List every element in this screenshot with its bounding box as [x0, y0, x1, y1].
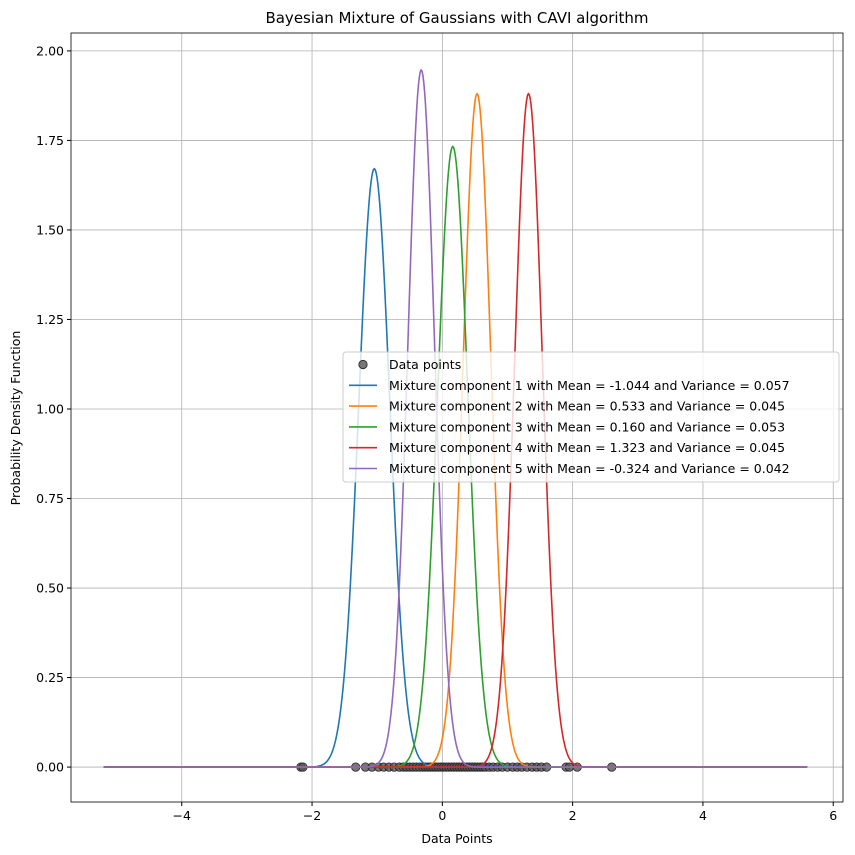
x-tick-label: 2: [569, 808, 577, 823]
x-tick-label: 4: [699, 808, 707, 823]
y-tick-label: 0.75: [36, 491, 64, 506]
legend-label-data-points: Data points: [389, 357, 461, 372]
legend-label-4: Mixture component 4 with Mean = 1.323 an…: [389, 440, 785, 455]
x-tick-label: 0: [438, 808, 446, 823]
axes-frame: [70, 32, 844, 803]
legend-label-5: Mixture component 5 with Mean = -0.324 a…: [389, 461, 790, 476]
y-tick-label: 2.00: [36, 43, 64, 58]
y-tick-label: 1.00: [36, 401, 64, 416]
y-tick-label: 0.25: [36, 670, 64, 685]
x-tick-label: −2: [303, 808, 321, 823]
x-axis-label: Data Points: [421, 831, 492, 846]
legend: Data points Mixture component 1 with Mean…: [342, 351, 840, 483]
y-tick-label: 1.25: [36, 312, 64, 327]
plot-area: [103, 68, 808, 772]
legend-label-2: Mixture component 2 with Mean = 0.533 an…: [389, 399, 785, 414]
y-tick-label: 1.50: [36, 222, 64, 237]
legend-label-3: Mixture component 3 with Mean = 0.160 an…: [389, 419, 785, 434]
series-line-5: [103, 68, 808, 768]
legend-marker-data-points: [358, 359, 368, 370]
chart-title: Bayesian Mixture of Gaussians with CAVI …: [265, 9, 648, 27]
axes: −4 −2 0 2 4 6 0.00 0.25 0.50 0.75 1.00 1.25 1.50 1.75…: [36, 32, 844, 823]
y-tick-label: 0.00: [36, 760, 64, 775]
y-axis-label: Probability Density Function: [8, 331, 23, 506]
y-tick-label: 1.75: [36, 133, 64, 148]
legend-box: [342, 351, 840, 483]
x-tick-label: 6: [829, 808, 837, 823]
x-tick-label: −4: [173, 808, 191, 823]
y-tick-label: 0.50: [36, 581, 64, 596]
legend-label-1: Mixture component 1 with Mean = -1.044 a…: [389, 378, 790, 393]
